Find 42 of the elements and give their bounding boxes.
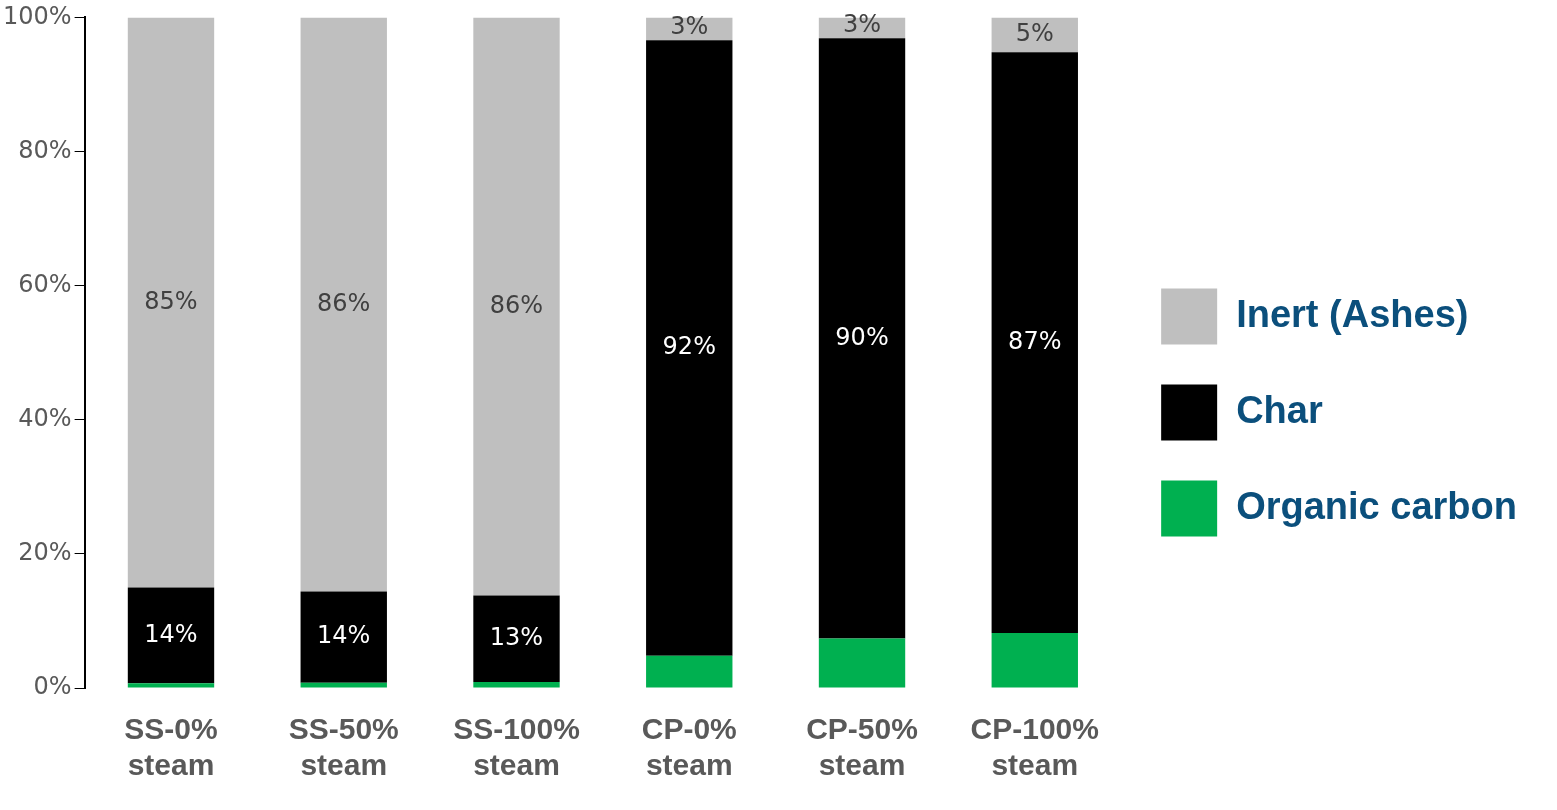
data-label: 14% [144,619,198,648]
data-label: 86% [489,290,544,319]
data-label: 14% [317,621,371,650]
x-tick-label: SS-0% steam [124,712,218,782]
x-tick-label: CP-0% steam [641,712,737,782]
bar [127,17,215,588]
y-tick-label: 40% [18,403,72,432]
legend-label: Organic carbon [1236,484,1517,527]
bar [646,655,733,688]
data-label: 5% [1015,19,1054,48]
data-label: 3% [670,12,709,41]
y-tick-label: 60% [18,269,72,298]
x-tick-label: CP-100% steam [970,712,1099,782]
bar [818,638,906,688]
y-tick-label: 100% [2,1,72,30]
bar [818,38,906,639]
x-tick-label: SS-100% steam [453,712,580,782]
bar [473,17,560,596]
bar [300,591,387,683]
legend-label: Inert (Ashes) [1236,292,1469,335]
data-label: 90% [835,322,889,351]
legend-label: Char [1236,388,1323,431]
bar [127,587,215,684]
bar [127,683,215,688]
data-label: 13% [489,622,544,651]
y-tick-label: 80% [18,135,72,164]
data-label: 85% [144,286,198,315]
x-tick-label: SS-50% steam [288,712,399,782]
y-tick-label: 0% [33,672,72,701]
x-tick-label: CP-50% steam [806,712,918,782]
bar [646,40,733,656]
data-label: 92% [662,332,716,361]
data-label: 87% [1008,326,1062,355]
bar [300,17,387,592]
bar [473,681,560,688]
bar [473,595,560,682]
bar [991,52,1078,634]
data-label: 3% [842,10,882,39]
bar [300,682,387,688]
bar [991,633,1078,688]
y-tick-label: 20% [18,538,72,567]
data-label: 86% [317,288,371,317]
